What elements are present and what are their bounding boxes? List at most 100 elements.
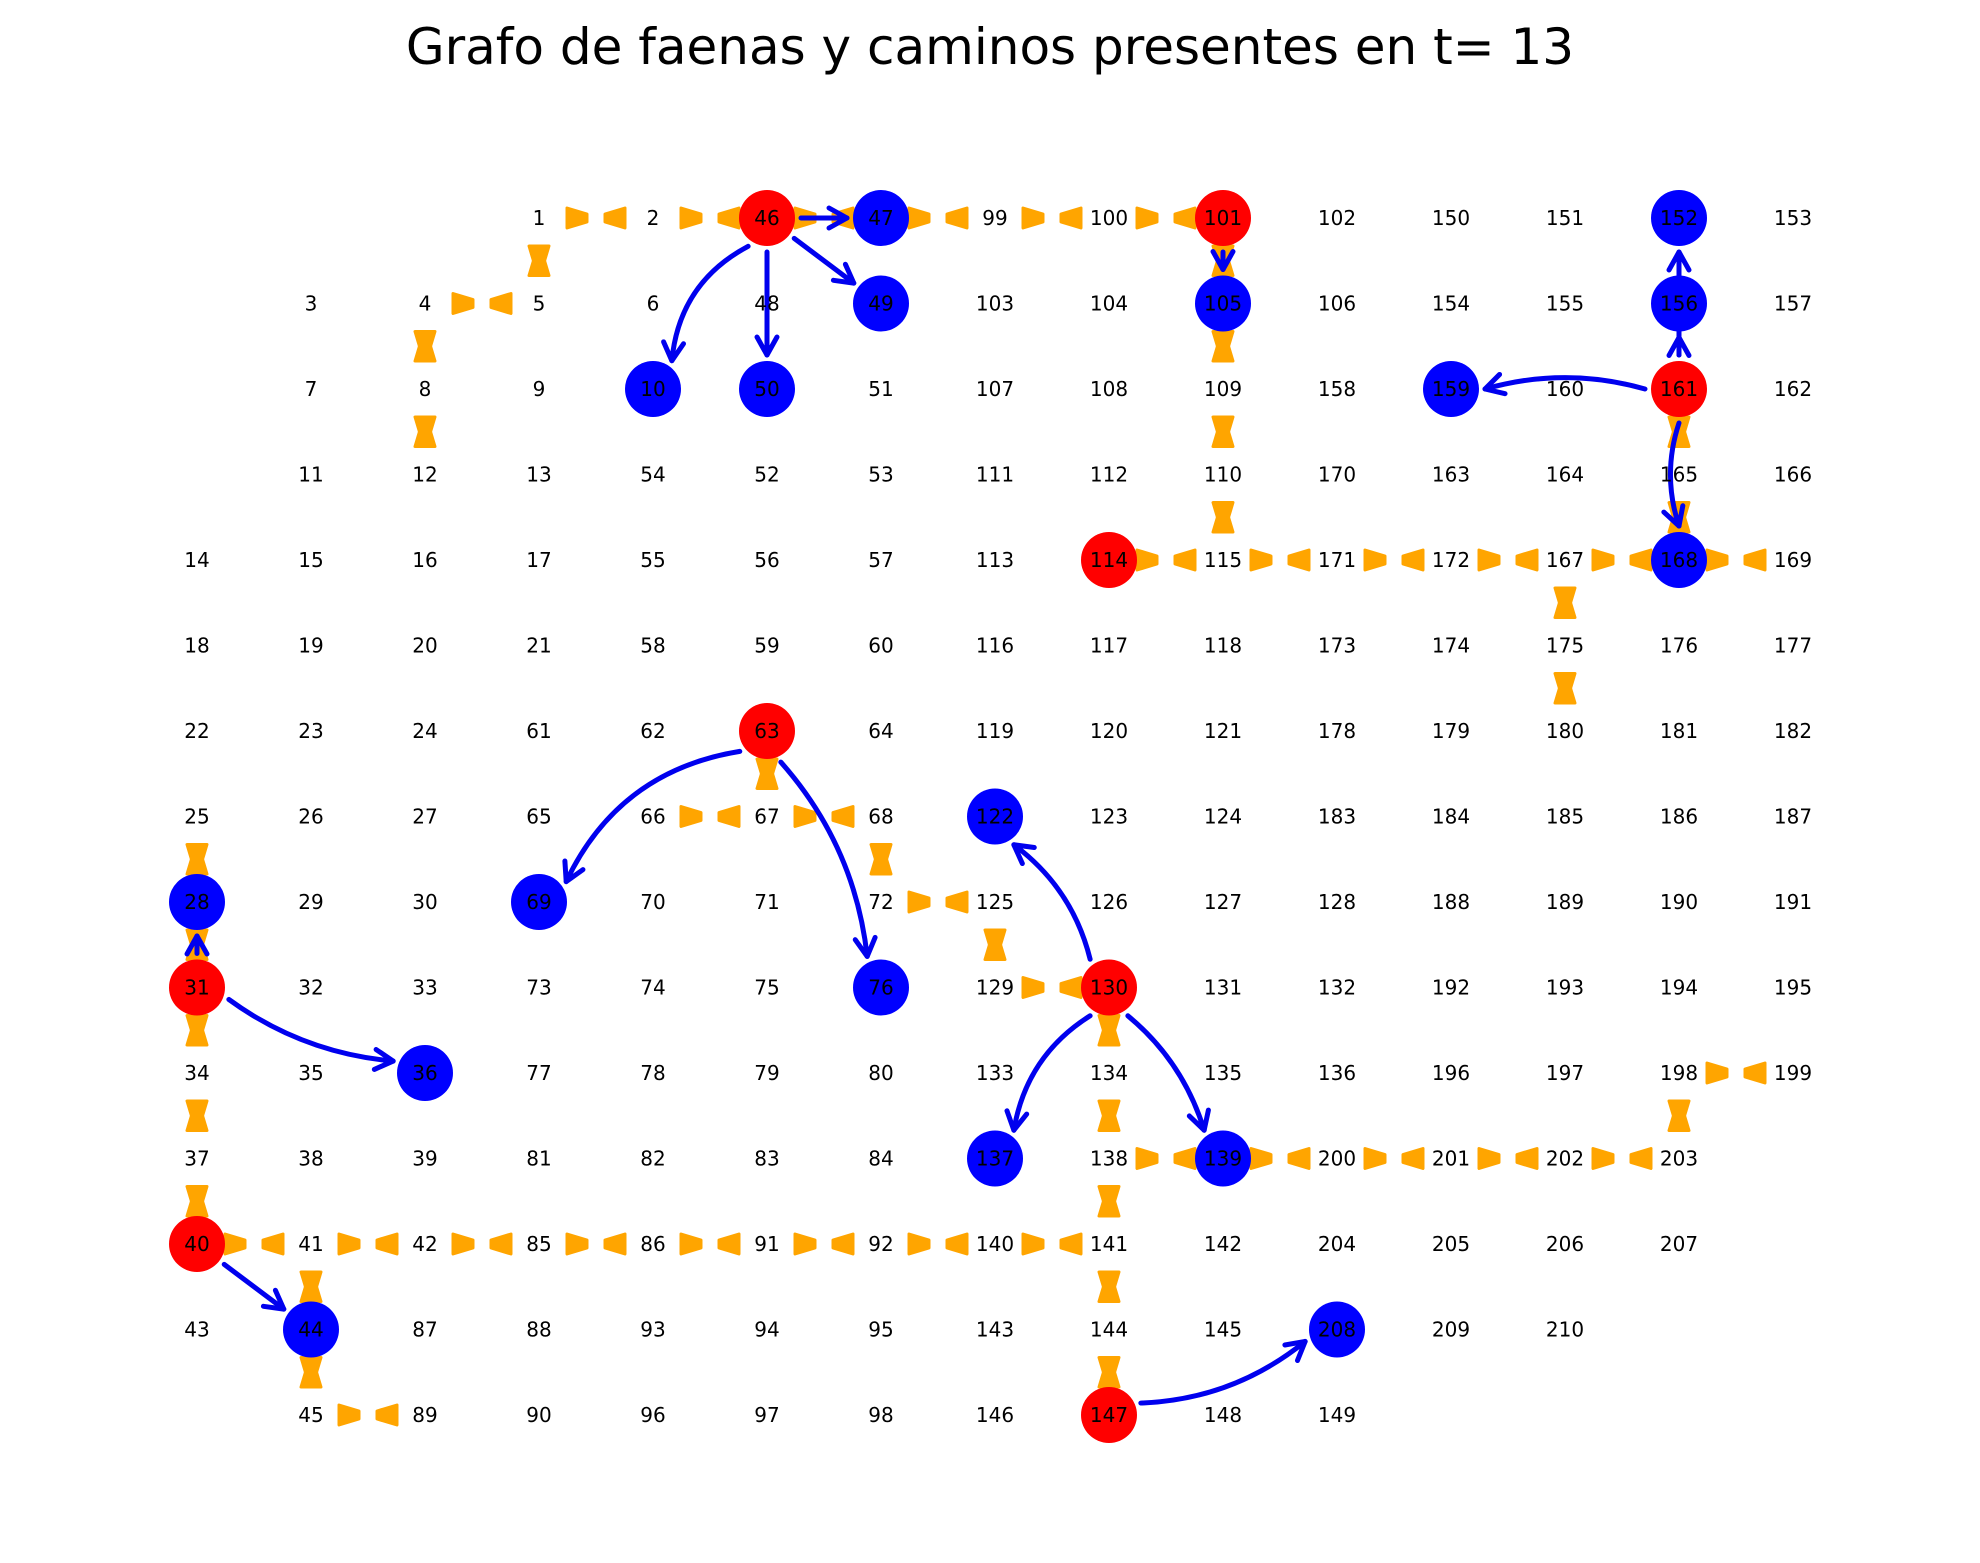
node-38: 38 — [298, 1147, 323, 1171]
node-191: 191 — [1774, 890, 1812, 914]
road-201-202 — [1477, 1147, 1539, 1170]
node-60: 60 — [868, 634, 893, 658]
node-label: 184 — [1432, 805, 1470, 829]
road-203-198 — [1667, 1099, 1691, 1132]
node-152-destination: 152 — [1651, 190, 1707, 246]
node-79: 79 — [754, 1061, 779, 1085]
node-label: 146 — [976, 1403, 1014, 1427]
road-139-200 — [1249, 1147, 1311, 1170]
road-171-172 — [1363, 548, 1425, 572]
shipment-161-159 — [1482, 371, 1648, 397]
node-label: 43 — [184, 1318, 209, 1342]
node-label: 94 — [754, 1318, 779, 1342]
node-label: 121 — [1204, 719, 1242, 743]
node-87: 87 — [412, 1318, 437, 1342]
node-label: 133 — [976, 1061, 1014, 1085]
node-label: 69 — [526, 890, 551, 914]
road-1-2 — [565, 206, 627, 230]
node-label: 63 — [754, 719, 779, 743]
node-136: 136 — [1318, 1061, 1356, 1085]
node-label: 13 — [526, 463, 551, 487]
node-label: 41 — [298, 1232, 323, 1256]
node-label: 174 — [1432, 634, 1470, 658]
node-47-destination: 47 — [853, 190, 909, 246]
node-label: 2 — [647, 206, 660, 230]
node-72: 72 — [868, 890, 893, 914]
node-label: 21 — [526, 634, 551, 658]
road-40-41 — [223, 1232, 285, 1256]
node-label: 66 — [640, 805, 665, 829]
road-168-169 — [1705, 548, 1767, 572]
node-label: 38 — [298, 1147, 323, 1171]
node-195: 195 — [1774, 976, 1812, 1000]
node-158: 158 — [1318, 377, 1356, 401]
node-22: 22 — [184, 719, 209, 743]
node-label: 161 — [1660, 377, 1698, 401]
node-110: 110 — [1204, 463, 1242, 487]
node-label: 104 — [1090, 292, 1128, 316]
node-label: 164 — [1546, 463, 1584, 487]
node-203: 203 — [1660, 1147, 1698, 1171]
shipment-63-76 — [778, 759, 878, 959]
node-marker — [397, 1045, 453, 1101]
node-label: 193 — [1546, 976, 1584, 1000]
road-134-138 — [1097, 1099, 1121, 1132]
node-label: 110 — [1204, 463, 1242, 487]
node-label: 42 — [412, 1232, 437, 1256]
node-156-destination: 156 — [1651, 275, 1707, 332]
node-55: 55 — [640, 548, 665, 572]
node-label: 199 — [1774, 1061, 1812, 1085]
node-label: 16 — [412, 548, 437, 572]
node-label: 40 — [184, 1232, 209, 1256]
node-7: 7 — [305, 377, 318, 401]
node-label: 169 — [1774, 548, 1812, 572]
node-118: 118 — [1204, 634, 1242, 658]
node-label: 51 — [868, 377, 893, 401]
node-63-origin: 63 — [739, 703, 795, 759]
node-label: 18 — [184, 634, 209, 658]
node-label: 167 — [1546, 548, 1584, 572]
node-label: 163 — [1432, 463, 1470, 487]
road-66-67 — [679, 805, 741, 828]
node-157: 157 — [1774, 292, 1812, 316]
node-116: 116 — [976, 634, 1014, 658]
node-132: 132 — [1318, 976, 1356, 1000]
node-label: 89 — [412, 1403, 437, 1427]
node-label: 157 — [1774, 292, 1812, 316]
node-14: 14 — [184, 548, 209, 572]
node-label: 92 — [868, 1232, 893, 1256]
node-182: 182 — [1774, 719, 1812, 743]
node-label: 70 — [640, 890, 665, 914]
node-84: 84 — [868, 1147, 893, 1171]
node-label: 75 — [754, 976, 779, 1000]
node-46-origin: 46 — [739, 190, 795, 246]
road-100-101 — [1135, 206, 1197, 230]
node-99: 99 — [982, 206, 1007, 230]
node-label: 103 — [976, 292, 1014, 316]
node-label: 190 — [1660, 890, 1698, 914]
node-label: 55 — [640, 548, 665, 572]
node-label: 11 — [298, 463, 323, 487]
node-label: 177 — [1774, 634, 1812, 658]
node-label: 119 — [976, 719, 1014, 743]
node-marker — [511, 874, 567, 930]
node-42: 42 — [412, 1232, 437, 1256]
node-marker — [169, 874, 225, 930]
node-30: 30 — [412, 890, 437, 914]
node-196: 196 — [1432, 1061, 1470, 1085]
node-194: 194 — [1660, 976, 1698, 1000]
node-label: 9 — [533, 377, 546, 401]
node-83: 83 — [754, 1147, 779, 1171]
road-2-46 — [679, 206, 741, 230]
node-label: 64 — [868, 719, 893, 743]
node-label: 201 — [1432, 1147, 1470, 1171]
node-138: 138 — [1090, 1147, 1128, 1171]
node-8: 8 — [419, 377, 432, 401]
node-label: 77 — [526, 1061, 551, 1085]
node-label: 160 — [1546, 377, 1584, 401]
node-label: 68 — [868, 805, 893, 829]
node-label: 168 — [1660, 548, 1698, 572]
node-26: 26 — [298, 805, 323, 829]
road-114-115 — [1135, 548, 1197, 572]
